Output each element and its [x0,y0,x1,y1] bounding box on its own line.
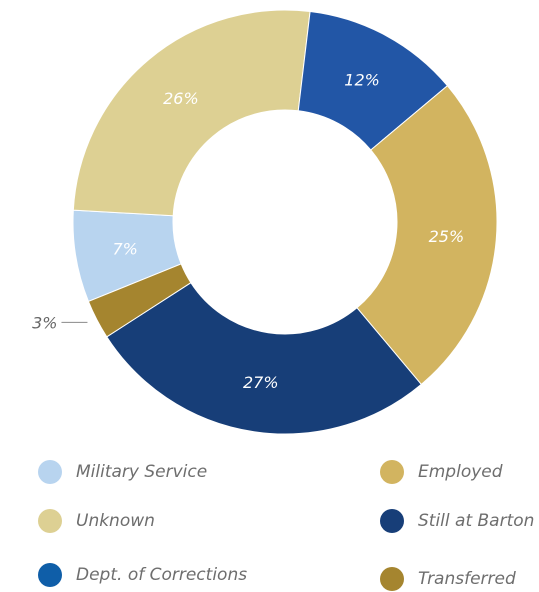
slice-label-still-at-barton: 27% [243,373,279,392]
slice-label-dept-of-corrections: 12% [344,70,380,89]
slice-transferred [87,263,192,338]
slice-label-transferred: 3% [32,313,57,332]
slice-label-unknown: 26% [163,89,199,108]
slice-label-military-service: 7% [112,239,137,258]
slice-still-at-barton [106,281,422,435]
slice-unknown [72,9,311,217]
slice-label-employed: 25% [429,227,465,246]
slice-employed [356,85,498,386]
